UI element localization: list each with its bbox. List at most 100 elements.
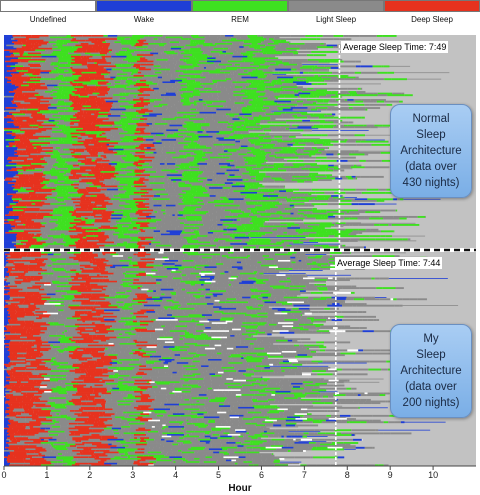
sleep-segment	[113, 147, 122, 150]
sleep-segment	[40, 140, 51, 143]
sleep-segment	[53, 92, 62, 95]
sleep-segment	[84, 116, 98, 119]
sleep-segment	[265, 233, 278, 236]
sleep-segment	[336, 159, 348, 162]
sleep-segment	[80, 206, 98, 209]
legend-item: Undefined	[0, 0, 96, 28]
sleep-segment	[75, 175, 87, 178]
sleep-segment	[352, 246, 364, 249]
sleep-segment	[154, 89, 168, 92]
sleep-segment	[304, 180, 312, 183]
sleep-segment	[110, 129, 124, 132]
sleep-segment	[175, 81, 179, 84]
sleep-segment	[151, 196, 165, 199]
sleep-segment	[365, 159, 382, 162]
sleep-segment	[237, 131, 249, 133]
sleep-segment	[164, 259, 179, 262]
sleep-segment	[311, 177, 317, 180]
sleep-segment	[71, 94, 80, 97]
sleep-segment	[107, 75, 123, 77]
sleep-segment	[130, 220, 145, 223]
sleep-segment	[118, 238, 132, 241]
sleep-segment	[53, 79, 62, 82]
sleep-segment	[47, 235, 61, 238]
sleep-segment	[137, 209, 154, 212]
sleep-segment	[276, 211, 282, 214]
sleep-segment	[227, 123, 232, 125]
sleep-segment	[319, 121, 334, 124]
sleep-segment	[58, 97, 62, 100]
sleep-segment	[160, 233, 176, 236]
sleep-segment	[79, 180, 89, 183]
sleep-segment	[22, 236, 33, 239]
sleep-segment	[407, 238, 411, 241]
sleep-segment	[55, 188, 63, 191]
sleep-segment	[280, 172, 288, 175]
sleep-segment	[58, 89, 63, 92]
sleep-segment	[308, 204, 314, 207]
sleep-segment	[120, 150, 131, 153]
sleep-segment	[223, 145, 238, 148]
sleep-segment	[181, 119, 198, 122]
sleep-segment	[79, 195, 82, 198]
sleep-segment	[119, 132, 135, 135]
sleep-segment	[76, 198, 86, 201]
sleep-segment	[212, 212, 230, 215]
sleep-segment	[397, 198, 400, 201]
sleep-segment	[352, 107, 366, 109]
sleep-segment	[39, 67, 55, 69]
sleep-segment	[97, 187, 112, 190]
sleep-segment	[364, 215, 371, 218]
sleep-segment	[319, 95, 331, 98]
sleep-segment	[166, 60, 177, 63]
sleep-segment	[4, 159, 12, 162]
sleep-segment	[284, 79, 300, 82]
sleep-segment	[25, 44, 42, 47]
sleep-segment	[251, 43, 258, 45]
sleep-segment	[251, 83, 259, 85]
sleep-segment	[192, 92, 200, 95]
sleep-segment	[53, 63, 66, 66]
sleep-segment	[279, 215, 283, 218]
sleep-segment	[257, 68, 273, 71]
sleep-segment	[199, 167, 207, 170]
sleep-segment	[76, 255, 86, 258]
sleep-segment	[101, 73, 109, 76]
sleep-segment	[136, 227, 152, 230]
sleep-segment	[24, 94, 30, 97]
sleep-segment	[344, 255, 350, 258]
sleep-segment	[136, 123, 147, 125]
sleep-segment	[100, 174, 115, 177]
sleep-segment	[255, 54, 272, 57]
sleep-segment	[223, 115, 227, 117]
sleep-segment	[269, 89, 285, 92]
sleep-segment	[226, 51, 238, 53]
sleep-segment	[237, 116, 243, 119]
sleep-segment	[72, 212, 79, 215]
sleep-segment	[119, 182, 128, 185]
sleep-segment	[226, 41, 244, 44]
sleep-segment	[172, 182, 179, 185]
sleep-segment	[52, 209, 62, 212]
sleep-segment	[341, 195, 343, 198]
sleep-segment	[148, 172, 166, 175]
sleep-segment	[23, 107, 39, 109]
sleep-segment	[33, 95, 44, 98]
sleep-segment	[245, 167, 253, 170]
sleep-segment	[295, 256, 308, 259]
sleep-segment	[96, 100, 106, 103]
sleep-segment	[193, 55, 209, 58]
sleep-segment	[163, 183, 179, 186]
sleep-segment	[62, 78, 79, 81]
sleep-segment	[328, 244, 343, 247]
sleep-segment	[200, 127, 208, 130]
sleep-segment	[255, 244, 267, 247]
sleep-segment	[132, 227, 137, 230]
sleep-segment	[53, 99, 69, 101]
sleep-segment	[112, 49, 127, 52]
sleep-segment	[314, 65, 318, 68]
sleep-segment	[351, 65, 356, 68]
sleep-segment	[186, 238, 193, 241]
sleep-segment	[85, 169, 92, 172]
sleep-segment	[193, 164, 200, 167]
